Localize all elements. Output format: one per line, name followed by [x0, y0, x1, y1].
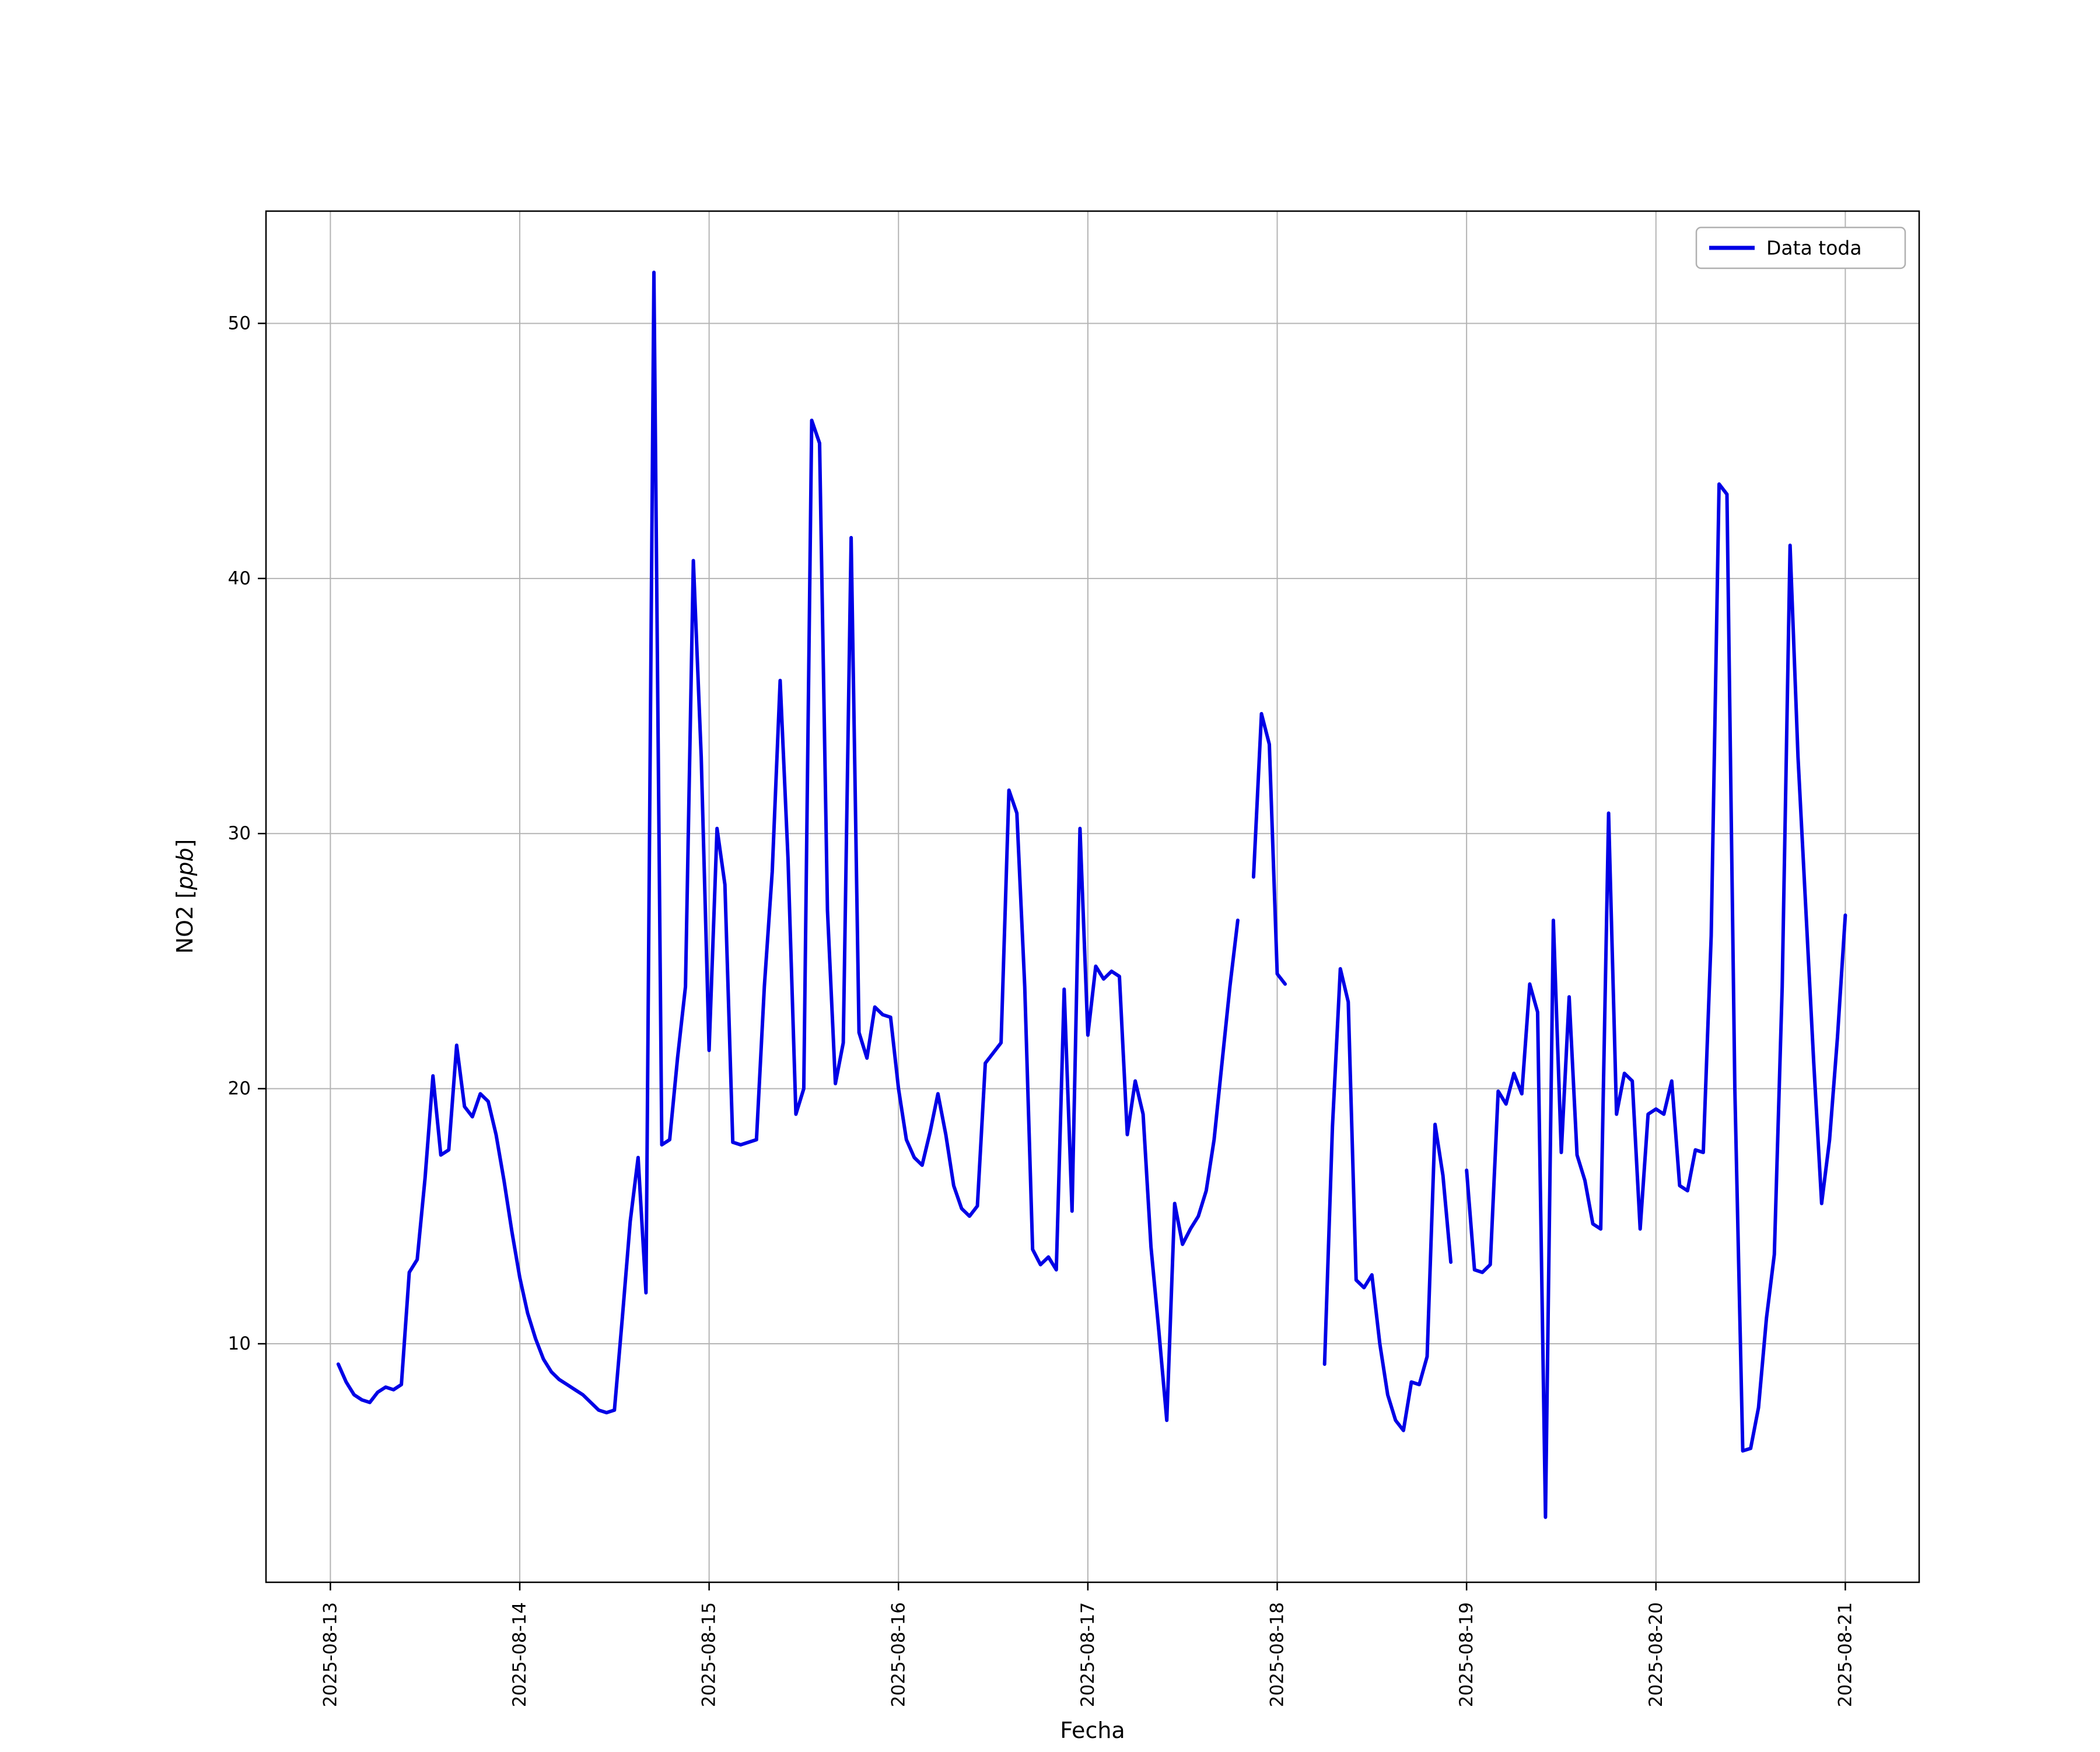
y-tick-label: 10 — [228, 1333, 251, 1354]
y-axis-label-suffix: ] — [172, 839, 198, 848]
x-tick-label: 2025-08-15 — [699, 1602, 720, 1707]
y-axis-label-units: ppb — [172, 848, 198, 891]
data-series-layer — [336, 271, 1847, 1519]
y-tick-label: 50 — [228, 313, 251, 334]
x-tick-label: 2025-08-14 — [509, 1602, 530, 1707]
x-tick-label: 2025-08-16 — [888, 1602, 909, 1707]
no2-line-segment — [336, 271, 1240, 1422]
x-tick-label: 2025-08-21 — [1835, 1602, 1856, 1707]
x-tick-label: 2025-08-20 — [1646, 1602, 1667, 1707]
grid-lines — [266, 211, 1919, 1582]
x-tick-label: 2025-08-19 — [1456, 1602, 1477, 1707]
no2-line-segment — [1251, 712, 1287, 986]
y-tick-label: 30 — [228, 823, 251, 844]
y-tick-labels: 10 20 30 40 50 — [228, 313, 251, 1354]
no2-line-segment — [1322, 967, 1453, 1432]
x-tick-label: 2025-08-13 — [320, 1602, 341, 1707]
plot-border — [265, 210, 1920, 1583]
no2-line-segment — [1465, 482, 1847, 1519]
legend-box — [1695, 226, 1906, 269]
y-tick-label: 40 — [228, 568, 251, 589]
axis-tick-marks — [258, 323, 1846, 1590]
legend: Data toda — [1695, 226, 1906, 269]
y-axis-label: NO2 [ppb] — [172, 839, 198, 954]
x-tick-label: 2025-08-18 — [1267, 1602, 1288, 1707]
legend-label: Data toda — [1766, 237, 1862, 260]
y-tick-label: 20 — [228, 1078, 251, 1099]
y-axis-label-prefix: NO2 [ — [172, 890, 198, 954]
x-tick-label: 2025-08-17 — [1077, 1602, 1098, 1707]
x-axis-label: Fecha — [1060, 1718, 1125, 1743]
x-tick-labels: 2025-08-13 2025-08-14 2025-08-15 2025-08-16… — [320, 1602, 1856, 1707]
